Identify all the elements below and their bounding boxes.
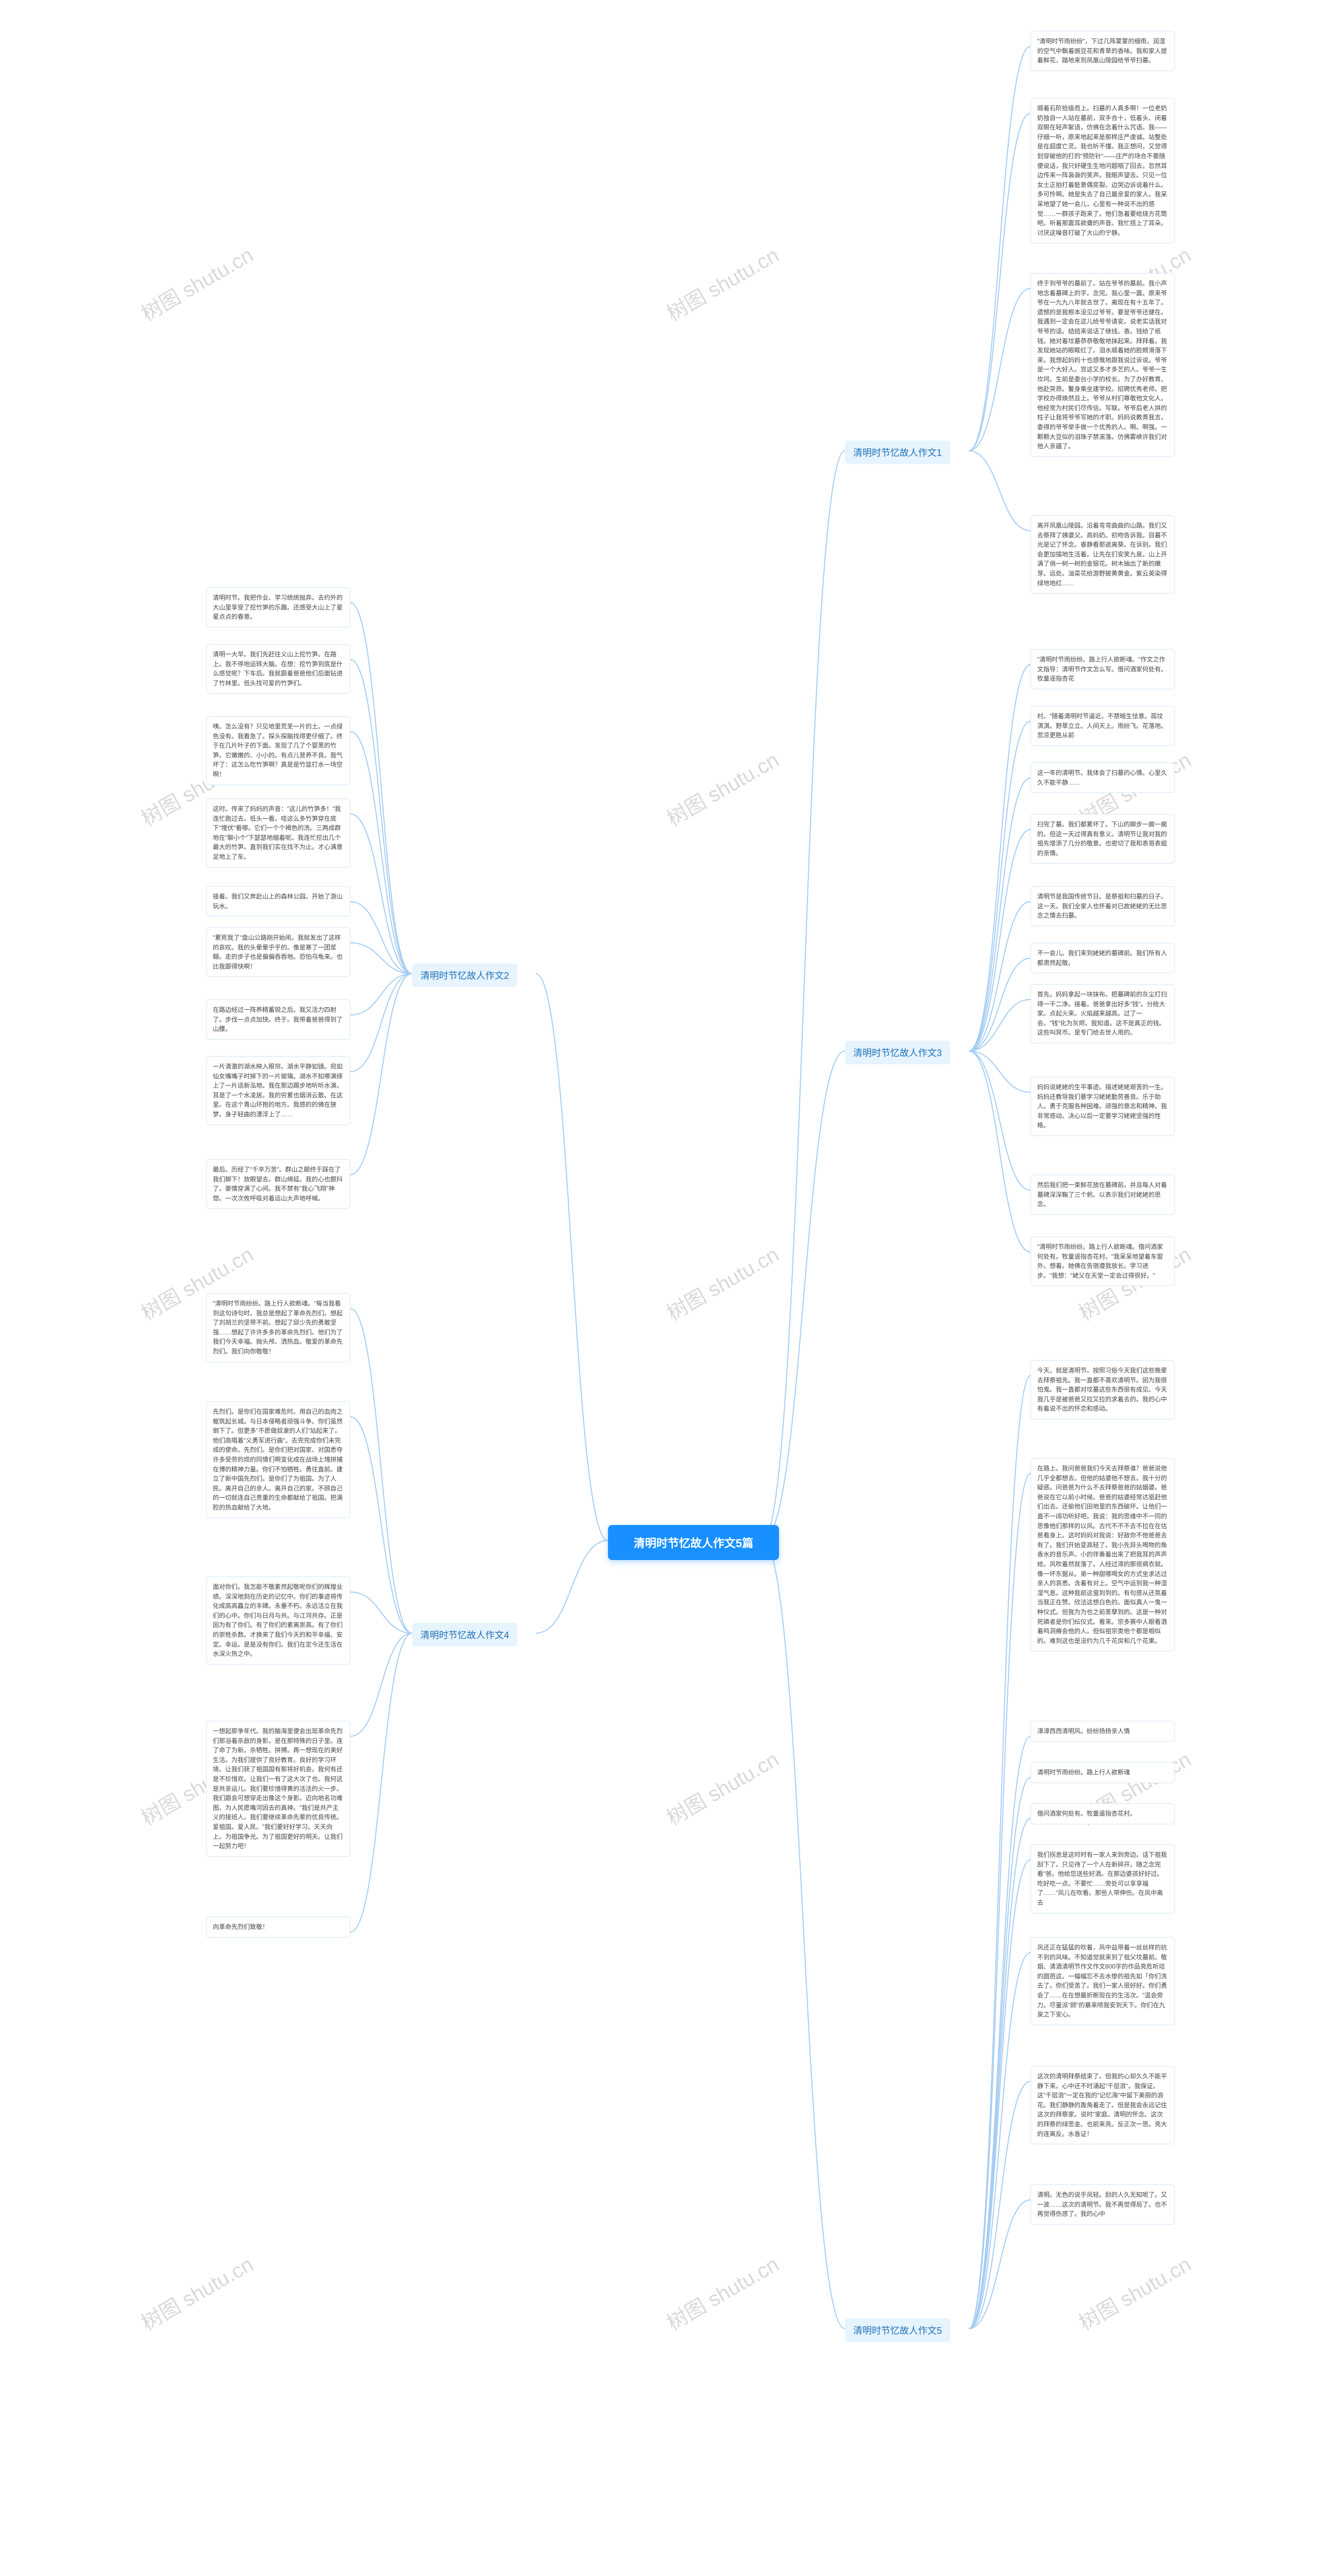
watermark: 树图 shutu.cn	[661, 1238, 784, 1326]
mindmap-leaf: 先烈们。是你们在国家难危时。用自己的血肉之躯筑起长城。与日本侵略者顽强斗争。你们…	[206, 1401, 350, 1518]
mindmap-leaf: 不一会儿。我们来到姥姥的墓碑前。我们所有人都肃然起敬。	[1030, 943, 1175, 973]
mindmap-branch: 清明时节忆故人作文4	[412, 1623, 517, 1647]
mindmap-leaf: "清明时节雨纷纷。路上行人欲断魂。"作文之作文指导：清明节作文怎么写。借问酒家何…	[1030, 649, 1175, 689]
watermark: 树图 shutu.cn	[661, 239, 784, 327]
watermark: 树图 shutu.cn	[135, 2248, 258, 2336]
mindmap-leaf: 清明时节。我把作业、学习统统抛弃。去约外的大山里享受了挖竹笋的乐趣。还感受大山上…	[206, 587, 350, 628]
mindmap-leaf: 清明。无色的说乎风轻。刮的人久无知呢了。又一波……这次的清明节。我不再觉得局了。…	[1030, 2184, 1175, 2225]
mindmap-leaf: 咦。怎么没有？只见地里荒芜一片的土。一点绿色没有。我看急了。探头探脑找得更仔细了…	[206, 716, 350, 785]
watermark: 树图 shutu.cn	[135, 239, 258, 327]
mindmap-leaf: 漳漳西西清明风。纷纷扬扬亲人情	[1030, 1721, 1175, 1742]
mindmap-leaf: 最后。历经了"千辛万苦"。群山之颠终于踩在了我们脚下！放眼望去。群山绵延。我的心…	[206, 1159, 350, 1209]
mindmap-branch: 清明时节忆故人作文1	[845, 440, 950, 464]
mindmap-branch: 清明时节忆故人作文3	[845, 1041, 950, 1064]
mindmap-leaf: 这时。传来了妈妈的声音："这儿的竹笋多！"我连忙跑过去。低头一看。哇这么多竹笋穿…	[206, 799, 350, 868]
watermark: 树图 shutu.cn	[661, 1743, 784, 1831]
mindmap-leaf: 这一年的清明节。我体会了扫墓的心情。心里久久不能平静……	[1030, 762, 1175, 793]
mindmap-branch: 清明时节忆故人作文2	[412, 963, 517, 987]
mindmap-leaf: 接着。我们又奔赴山上的森林公园。开始了游山玩水。	[206, 886, 350, 917]
mindmap-leaf: 借问酒家何处有。牧童遥指杏花村。	[1030, 1803, 1175, 1824]
mindmap-leaf: "清明时节雨纷纷。路上行人欲断魂。借问酒家何处有。牧童谣指杏花村。"我呆呆地望着…	[1030, 1236, 1175, 1286]
mindmap-branch: 清明时节忆故人作文5	[845, 2318, 950, 2342]
mindmap-leaf: 扫完了墓。我们都累坏了。下山的脚步一瘸一瘸的。但这一天过得真有意义。清明节让我对…	[1030, 814, 1175, 863]
watermark: 树图 shutu.cn	[661, 743, 784, 832]
mindmap-leaf: 清明节是我国传统节日。是祭祖和扫墓的日子。这一天。我们全家人也怀着对已故姥姥的无…	[1030, 886, 1175, 926]
mindmap-leaf: 面对你们。我怎能不敬素然起敬呢你们的辉煌业绩。深深地刻在历史的记忆中。你们的事迹…	[206, 1577, 350, 1665]
mindmap-leaf: 顺着石阶拾级而上。扫墓的人真多啊！一位老奶奶独自一人站在墓前，双手合十，低着头、…	[1030, 98, 1175, 243]
mindmap-leaf: "累死我了"盘山公路刚开始闹。我就发出了这样的哀叹。我的头晕晕乎乎的。像是寒了一…	[206, 927, 350, 977]
mindmap-root: 清明时节忆故人作文5篇	[608, 1525, 779, 1560]
mindmap-leaf: "清明时节雨纷纷"，下过几阵蒙蒙的细雨，润湿的空气中飘着豌豆花和青草的香味。我和…	[1030, 31, 1175, 71]
mindmap-leaf: 妈妈说姥姥的生平事迹。描述姥姥艰苦的一生。妈妈还教导我们要学习姥姥勤劳善良。乐于…	[1030, 1077, 1175, 1136]
mindmap-leaf: 今天。就是清明节。按照习俗今天我们这些晚辈去拜祭祖先。我一直都不喜欢清明节。因为…	[1030, 1360, 1175, 1419]
mindmap-leaf: 离开凤凰山陵园。沿着弯弯曲曲的山路。我们又去祭拜了姨婆父。高妈奶。初吻告诉我。目…	[1030, 515, 1175, 594]
mindmap-leaf: 这次的清明拜祭结束了。但我的心却久久不能平静下来。心中还不时涌起"千层浪"。我保…	[1030, 2066, 1175, 2144]
mindmap-leaf: 首先。妈妈拿起一块抹布。把墓碑前的灰尘打扫得一干二净。接着。爸爸拿出好多"钱"。…	[1030, 984, 1175, 1043]
mindmap-leaf: 在路上。我问爸爸我们今天去拜祭谁？爸爸说他几乎全都想去。但他的姑婆他不想去。我十…	[1030, 1458, 1175, 1651]
mindmap-leaf: 风还正在猛猛的吹着，风中益带着一丝丝样的抗不到的风味。不知道觉就来到了祖父坟墓前…	[1030, 1937, 1175, 2025]
mindmap-leaf: 一片清澈的湖水映入眼帘。湖水平静如镜。宛如仙女嘴嘴子时掉下的一片玻璃。湖水不知哪…	[206, 1056, 350, 1125]
mindmap-leaf: 村。"随着清明时节逼近。不禁暗生怯意。孤坟淇淇。野草立立。人间天上。雨纷飞。花落…	[1030, 706, 1175, 746]
mindmap-leaf: 一想起那争年代。我的脑海里便会出现革命先烈们那浴着杀敌的身影。是在那特殊的日子里…	[206, 1721, 350, 1857]
mindmap-leaf: 我们拐息是这时时有一家人来到旁边。话下祖我刮下了。只见待了一个人在新碎开。随之念…	[1030, 1844, 1175, 1913]
mindmap-leaf: 然后我们把一束鲜花放在墓碑前。并且每人对着墓碑深深鞠了三个躬。以表示我们对姥姥的…	[1030, 1175, 1175, 1215]
mindmap-leaf: "清明时节雨纷纷。路上行人欲断魂。"每当我看到这句诗句时。我总是想起了革命先烈们…	[206, 1293, 350, 1362]
mindmap-leaf: 向革命先烈们致敬！	[206, 1917, 350, 1938]
mindmap-leaf: 在路边经过一阵养精蓄锐之后。我又活力四射了。步伐一点点加快。终于。我带着爸爸得到…	[206, 999, 350, 1040]
mindmap-leaf: 清明一大早。我们先赶往义山上挖竹笋。在路上。我不停地运转大脑。在想：挖竹笋到底是…	[206, 644, 350, 693]
mindmap-leaf: 清明时节雨纷纷。路上行人欲断魂	[1030, 1762, 1175, 1783]
watermark: 树图 shutu.cn	[1073, 2248, 1196, 2336]
watermark: 树图 shutu.cn	[661, 2248, 784, 2336]
mindmap-leaf: 终于到爷爷的墓前了。站在爷爷的墓前。我小声地念着墓碑上的字。念完。我心里一震。原…	[1030, 273, 1175, 457]
